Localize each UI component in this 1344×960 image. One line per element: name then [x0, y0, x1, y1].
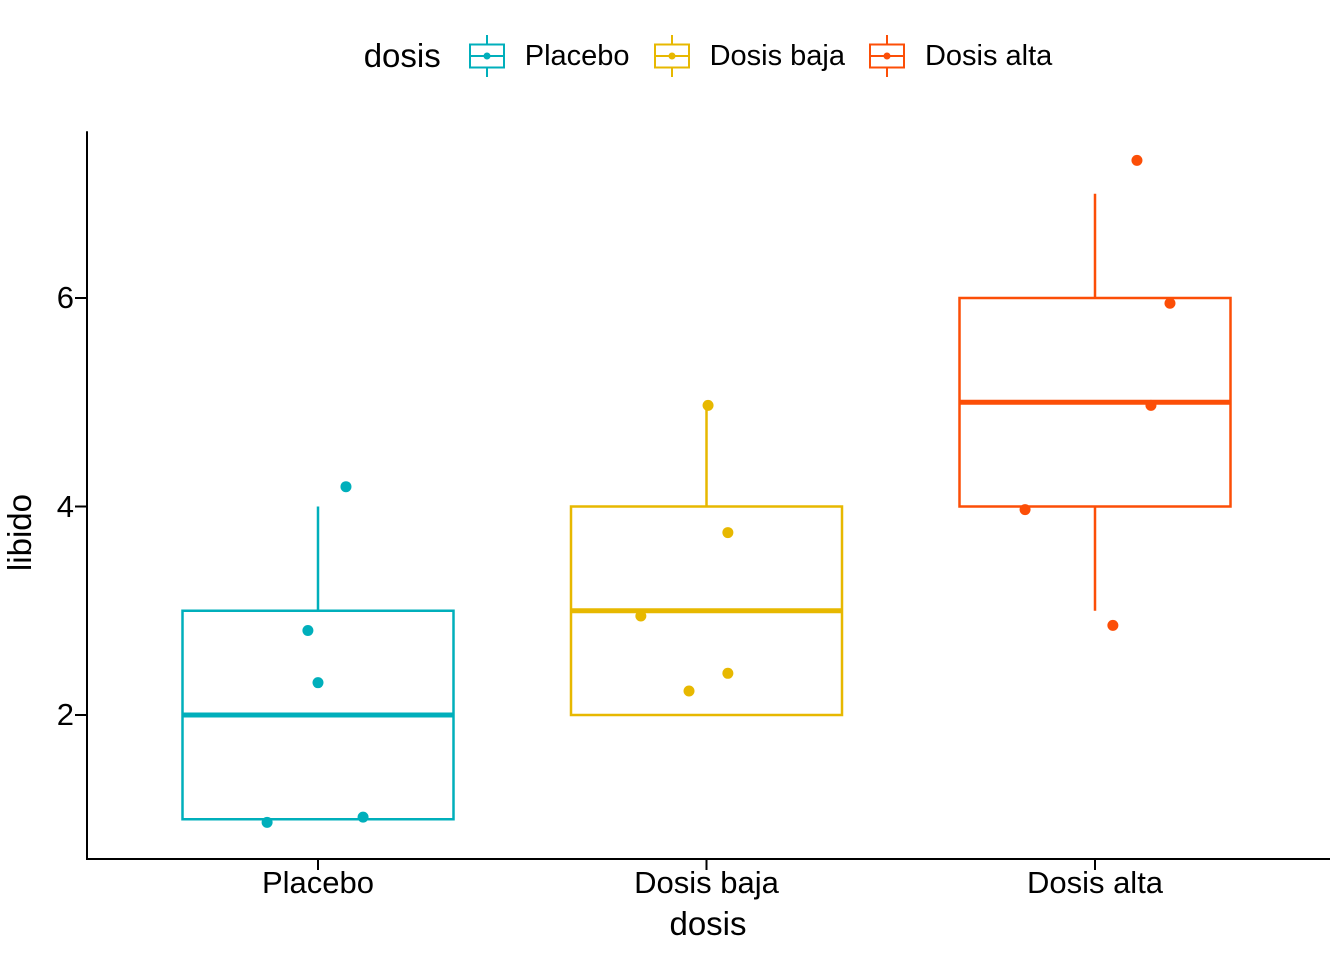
boxplot-dosis-alta: [958, 154, 1232, 631]
jitter-point: [312, 677, 324, 689]
boxplot-key-icon: [868, 35, 905, 77]
jitter-point: [357, 811, 369, 823]
jitter-point: [261, 816, 273, 828]
legend-item-placebo: Placebo: [467, 30, 630, 82]
boxplot-placebo: [181, 481, 455, 828]
boxplot-dosis-baja: [569, 399, 844, 717]
jitter-point: [702, 399, 714, 411]
jitter-point: [302, 625, 314, 637]
legend-item-dosis-baja: Dosis baja: [652, 30, 845, 82]
y-tick-label: 2: [56, 697, 74, 732]
legend-title: dosis: [363, 37, 441, 74]
legend-item-label: Dosis baja: [709, 40, 845, 72]
x-tick-label: Placebo: [261, 865, 375, 900]
legend: dosis Placebo Dosis baja Dosis alta: [88, 30, 1328, 82]
legend-item-label: Placebo: [524, 40, 630, 72]
legend-item-label: Dosis alta: [924, 40, 1053, 72]
x-tick-label: Dosis baja: [634, 865, 779, 900]
boxplot-key-icon: [468, 35, 505, 77]
jitter-point: [1145, 399, 1157, 411]
jitter-point: [1107, 619, 1119, 631]
legend-item-dosis-alta: Dosis alta: [867, 30, 1052, 82]
jitter-point: [1131, 154, 1143, 166]
jitter-point: [1164, 297, 1176, 309]
jitter-point: [722, 667, 734, 679]
x-tick-label: Dosis alta: [1026, 865, 1164, 900]
y-tick-label: 6: [56, 280, 74, 315]
jitter-point: [635, 610, 647, 622]
key-point: [668, 52, 676, 60]
jitter-point: [683, 685, 695, 697]
key-point: [883, 52, 891, 60]
boxplot-key-icon: [653, 35, 690, 77]
key-point: [483, 52, 491, 60]
jitter-point: [1019, 504, 1031, 516]
y-axis-title-text: libido: [1, 494, 38, 572]
jitter-point: [722, 527, 734, 539]
y-tick-label: 4: [56, 488, 74, 524]
jitter-point: [340, 481, 352, 493]
x-axis-title: dosis: [669, 905, 747, 942]
